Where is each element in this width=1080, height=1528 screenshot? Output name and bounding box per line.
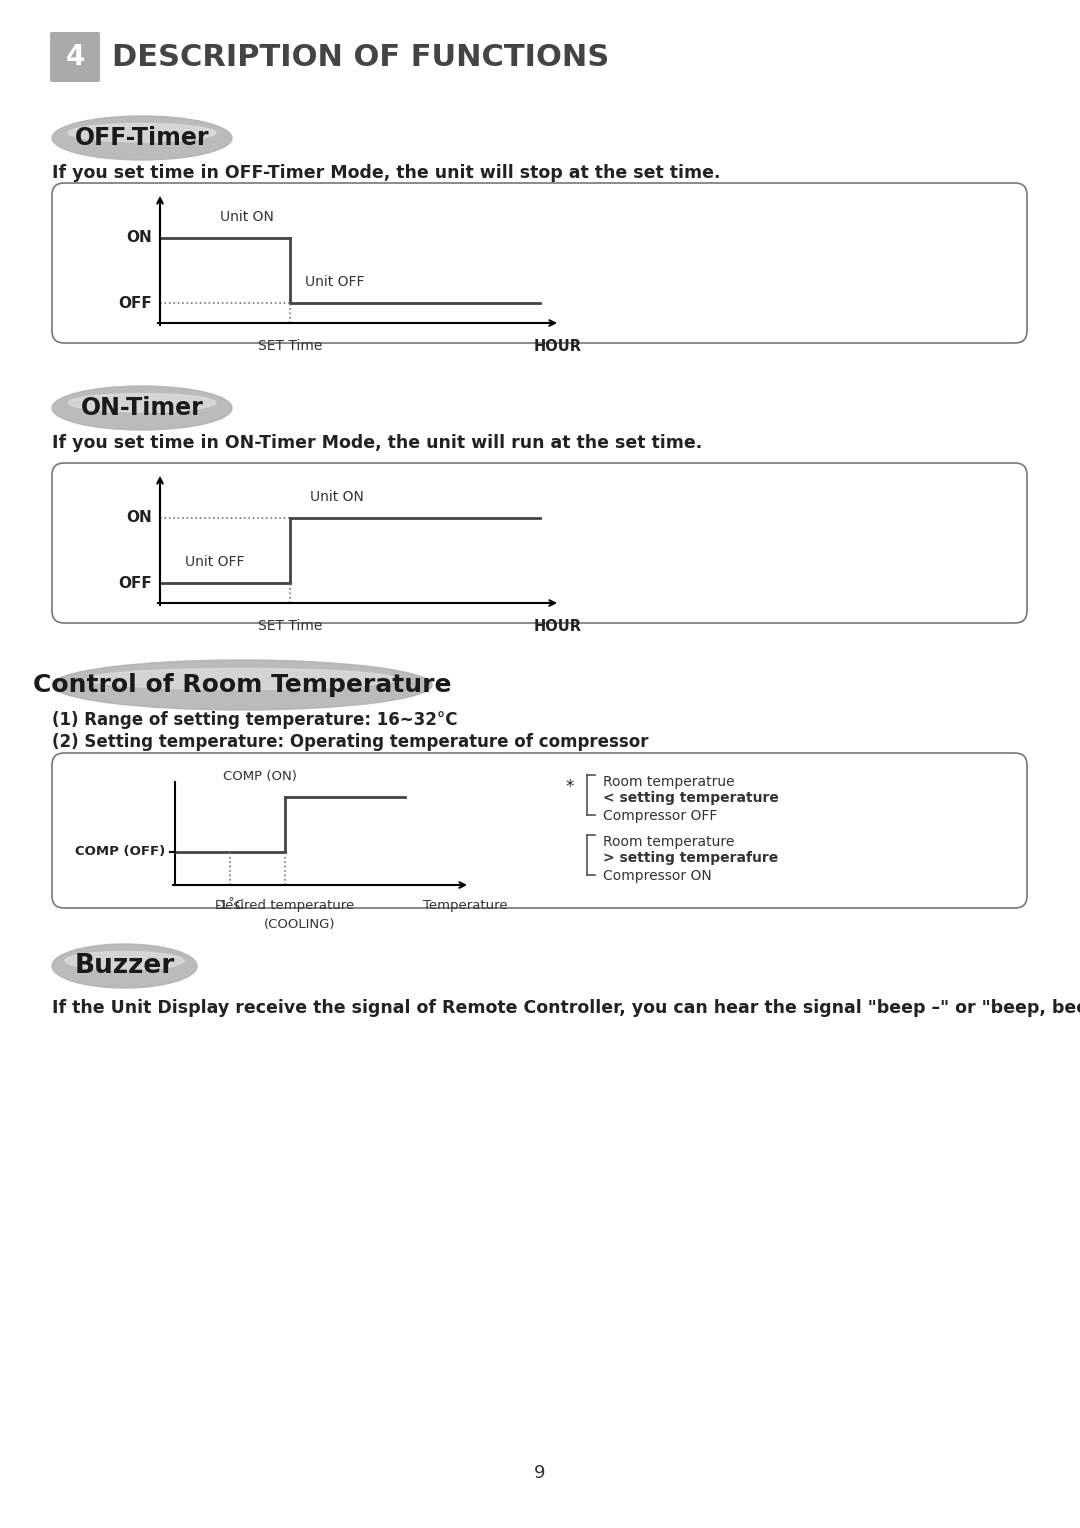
Text: OFF-Timer: OFF-Timer: [75, 125, 210, 150]
FancyBboxPatch shape: [52, 463, 1027, 623]
Text: Room temperature: Room temperature: [603, 834, 734, 850]
Text: SET Time: SET Time: [258, 619, 322, 633]
Text: If you set time in OFF-Timer Mode, the unit will stop at the set time.: If you set time in OFF-Timer Mode, the u…: [52, 163, 720, 182]
Text: {: {: [583, 769, 617, 821]
Text: OFF: OFF: [118, 576, 152, 590]
FancyBboxPatch shape: [52, 183, 1027, 342]
Text: ON-Timer: ON-Timer: [81, 396, 203, 420]
Text: If the Unit Display receive the signal of Remote Controller, you can hear the si: If the Unit Display receive the signal o…: [52, 999, 1080, 1018]
Text: Compressor ON: Compressor ON: [603, 869, 712, 883]
Text: 4: 4: [65, 43, 84, 70]
Ellipse shape: [52, 660, 432, 711]
Text: OFF: OFF: [118, 295, 152, 310]
Text: If you set time in ON-Timer Mode, the unit will run at the set time.: If you set time in ON-Timer Mode, the un…: [52, 434, 702, 452]
Text: SET Time: SET Time: [258, 339, 322, 353]
Text: < setting temperature: < setting temperature: [603, 792, 779, 805]
Text: Unit OFF: Unit OFF: [185, 555, 244, 568]
Ellipse shape: [52, 944, 197, 989]
Text: DESCRIPTION OF FUNCTIONS: DESCRIPTION OF FUNCTIONS: [112, 43, 609, 72]
Text: 9: 9: [535, 1464, 545, 1482]
Text: Control of Room Temperature: Control of Room Temperature: [32, 672, 451, 697]
Text: Unit ON: Unit ON: [310, 490, 364, 504]
Ellipse shape: [65, 952, 184, 970]
Text: (2) Setting temperature: Operating temperature of compressor: (2) Setting temperature: Operating tempe…: [52, 733, 648, 750]
Text: HOUR: HOUR: [534, 339, 582, 354]
Text: Compressor OFF: Compressor OFF: [603, 808, 717, 824]
Text: Desired temperature: Desired temperature: [215, 898, 354, 912]
Text: Unit OFF: Unit OFF: [305, 275, 365, 289]
FancyBboxPatch shape: [52, 753, 1027, 908]
Text: Unit ON: Unit ON: [220, 209, 274, 225]
Text: Room temperatrue: Room temperatrue: [603, 775, 734, 788]
Text: HOUR: HOUR: [534, 619, 582, 634]
Text: Buzzer: Buzzer: [75, 953, 175, 979]
Text: Temperature: Temperature: [422, 898, 508, 912]
Text: (COOLING): (COOLING): [265, 918, 336, 931]
Text: *: *: [565, 778, 573, 796]
Ellipse shape: [52, 116, 232, 160]
Text: COMP (ON): COMP (ON): [224, 770, 297, 782]
Text: > setting temperafure: > setting temperafure: [603, 851, 779, 865]
Text: ON: ON: [126, 510, 152, 526]
Text: (1) Range of setting temperature: 16~32°C: (1) Range of setting temperature: 16~32°…: [52, 711, 458, 729]
Ellipse shape: [68, 394, 216, 413]
Text: COMP (OFF): COMP (OFF): [75, 845, 165, 859]
Ellipse shape: [68, 124, 216, 142]
FancyBboxPatch shape: [50, 32, 100, 83]
Text: ON: ON: [126, 231, 152, 246]
Ellipse shape: [86, 669, 397, 689]
Ellipse shape: [52, 387, 232, 429]
Text: -1˚C: -1˚C: [216, 898, 244, 912]
